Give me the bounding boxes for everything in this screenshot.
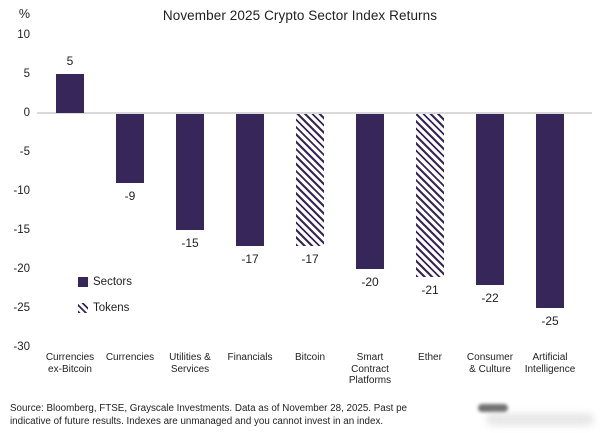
y-axis-tick-label-10: 10 [17,29,30,41]
x-axis-label-consumer-culture: Consumer & Culture [456,352,524,375]
hatched-square-icon [78,303,88,313]
source-footnote-line2: indicative of future results. Indexes ar… [10,416,384,427]
x-axis-label-financials: Financials [216,352,284,364]
zero-baseline [37,112,592,114]
value-label-currencies: -9 [124,189,136,204]
faint-smear [486,413,594,426]
x-axis-label-currencies: Currencies [96,352,164,364]
x-axis-label-smart-contract-platforms: Smart Contract Platforms [336,352,404,387]
y-axis-tick-label--5: -5 [19,146,30,158]
bar-currencies [116,114,144,184]
x-axis-label-line: ex-Bitcoin [48,363,92,375]
value-label-financials: -17 [241,251,259,266]
x-axis-label-line: Financials [227,352,273,363]
x-axis-label-currencies-ex-bitcoin: Currencies ex-Bitcoin [36,352,104,375]
bar-utilities-services [176,114,204,230]
legend-item-tokens: Tokens [78,302,132,314]
bar-smart-contract-platforms [356,114,384,269]
x-axis-label-line: Consumer [466,352,514,363]
x-axis-label-line: Artificial [532,352,568,363]
source-footnote: Source: Bloomberg, FTSE, Grayscale Inves… [10,402,592,428]
value-label-consumer-culture: -22 [481,290,499,305]
legend-label-sectors: Sectors [93,276,132,288]
y-axis-tick-label--20: -20 [13,263,30,275]
value-label-bitcoin: -17 [301,251,319,266]
y-axis-tick-label--10: -10 [13,185,30,197]
bar-consumer-culture [476,114,504,285]
chart-legend: Sectors Tokens [78,276,132,328]
redaction-smudge [478,404,508,412]
x-axis-label-line: Smart [356,352,384,363]
y-axis-tick-label-0: 0 [23,107,30,119]
value-label-artificial-intelligence: -25 [541,314,559,328]
solid-square-icon [78,277,88,287]
bar-bitcoin [296,114,324,246]
value-label-smart-contract-platforms: -20 [361,275,379,289]
bar-ether [416,114,444,277]
chart-title: November 2025 Crypto Sector Index Return… [162,8,438,23]
y-axis-tick-label-5: 5 [23,68,30,80]
y-axis-unit-label: % [18,7,30,21]
y-axis-tick-label--30: -30 [13,341,30,353]
value-label-utilities-services: -15 [181,236,199,250]
x-axis-label-line: Contract [351,363,389,375]
x-axis-label-ether: Ether [396,352,464,364]
x-axis-label-bitcoin: Bitcoin [276,352,344,364]
source-footnote-line1: Source: Bloomberg, FTSE, Grayscale Inves… [10,403,407,414]
x-axis-label-line: Intelligence [524,363,576,375]
value-label-currencies-ex-bitcoin: 5 [66,54,74,68]
x-axis-label-line: Utilities & [169,352,211,363]
bar-currencies-ex-bitcoin [56,74,84,113]
x-axis-label-line: Platforms [348,375,392,386]
bar-artificial-intelligence [536,114,564,308]
x-axis-label-line: Services [170,363,210,375]
bar-financials [236,114,264,246]
value-label-ether: -21 [421,282,439,297]
legend-item-sectors: Sectors [78,276,132,288]
x-axis-label-line: Currencies [105,352,155,363]
y-axis-tick-label--15: -15 [13,224,30,236]
y-axis-tick-label--25: -25 [13,302,30,314]
x-axis-label-utilities-services: Utilities & Services [156,352,224,375]
x-axis-label-artificial-intelligence: Artificial Intelligence [516,352,584,375]
x-axis-label-line: Ether [418,352,442,363]
x-axis-label-line: & Culture [469,363,511,375]
x-axis-label-line: Currencies [45,352,95,363]
x-axis-label-line: Bitcoin [294,352,325,363]
legend-label-tokens: Tokens [93,302,130,314]
